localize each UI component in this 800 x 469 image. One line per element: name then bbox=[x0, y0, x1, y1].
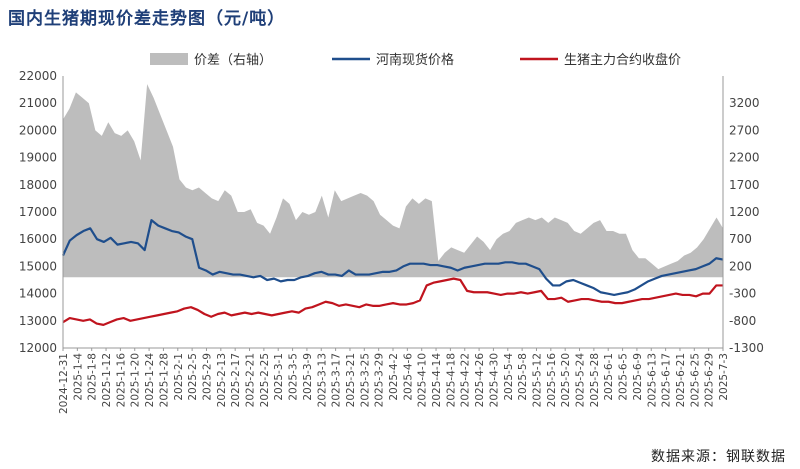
y-right-tick-label: 2200 bbox=[729, 151, 760, 165]
x-tick-label: 2025-3-5 bbox=[288, 353, 300, 401]
x-tick-label: 2024-12-31 bbox=[58, 353, 70, 414]
x-tick-label: 2025-3-17 bbox=[331, 353, 343, 407]
x-tick-label: 2025-6-25 bbox=[689, 353, 701, 407]
legend: 价差（右轴） 河南现货价格 生猪主力合约收盘价 bbox=[150, 52, 681, 68]
x-tick-label: 2025-1-20 bbox=[130, 353, 142, 407]
legend-spot: 河南现货价格 bbox=[332, 52, 454, 68]
x-tick-label: 2025-6-21 bbox=[675, 353, 687, 407]
spread-area bbox=[63, 84, 723, 278]
y-right-tick-label: 200 bbox=[729, 259, 752, 273]
x-tick-label: 2025-3-9 bbox=[302, 353, 314, 401]
y-left-tick-label: 21000 bbox=[19, 96, 57, 110]
x-tick-label: 2025-5-24 bbox=[575, 353, 587, 408]
x-tick-label: 2025-3-21 bbox=[345, 353, 357, 407]
y-left-tick-label: 14000 bbox=[19, 287, 57, 301]
x-tick-label: 2025-1-12 bbox=[101, 353, 113, 407]
y-left-tick-label: 22000 bbox=[19, 69, 57, 83]
x-tick-label: 2025-4-6 bbox=[402, 353, 414, 401]
x-tick-label: 2025-5-8 bbox=[517, 353, 529, 401]
axes: 12000 13000 14000 15000 16000 17000 18000 19000… bbox=[19, 69, 764, 414]
legend-swatch bbox=[150, 53, 188, 65]
x-tick-label: 2025-1-28 bbox=[158, 353, 170, 407]
y-right-tick-label: 1700 bbox=[729, 178, 760, 192]
legend-spread: 价差（右轴） bbox=[150, 53, 272, 68]
x-tick-label: 2025-3-1 bbox=[273, 353, 285, 401]
futures-price-line bbox=[62, 277, 723, 326]
chart-title: 国内生猪期现价差走势图（元/吨） bbox=[8, 9, 286, 29]
x-tick-label: 2025-4-14 bbox=[431, 353, 443, 408]
x-tick-label: 2025-4-2 bbox=[388, 353, 400, 401]
x-tick-label: 2025-4-26 bbox=[474, 353, 486, 408]
x-tick-label: 2025-5-4 bbox=[503, 353, 515, 401]
x-tick-label: 2025-3-13 bbox=[316, 353, 328, 407]
x-tick-label: 2025-4-10 bbox=[417, 353, 429, 407]
plot-area bbox=[61, 84, 724, 326]
x-tick-label: 2025-5-12 bbox=[531, 353, 543, 407]
x-tick-label: 2025-2-17 bbox=[230, 353, 242, 407]
x-tick-label: 2025-3-25 bbox=[359, 353, 371, 407]
x-tick-label: 2025-1-4 bbox=[72, 353, 84, 401]
x-tick-label: 2025-5-16 bbox=[546, 353, 558, 408]
y-left-tick-label: 16000 bbox=[19, 232, 57, 246]
x-tick-label: 2025-2-25 bbox=[259, 353, 271, 407]
y-left-tick-label: 18000 bbox=[19, 178, 57, 192]
x-tick-label: 2025-6-9 bbox=[632, 353, 644, 401]
y-right-tick-label: -300 bbox=[729, 287, 756, 301]
y-left-tick-label: 13000 bbox=[19, 314, 57, 328]
x-tick-label: 2025-2-1 bbox=[173, 353, 185, 401]
x-tick-label: 2025-4-30 bbox=[488, 353, 500, 407]
x-tick-label: 2025-4-18 bbox=[445, 353, 457, 407]
x-tick-label: 2025-6-13 bbox=[646, 353, 658, 407]
y-right-tick-label: 1200 bbox=[729, 205, 760, 219]
y-right-tick-label: 2700 bbox=[729, 123, 760, 137]
x-tick-label: 2025-2-21 bbox=[245, 353, 257, 407]
y-right-tick-label: 700 bbox=[729, 232, 752, 246]
y-left-tick-label: 15000 bbox=[19, 259, 57, 273]
x-tick-label: 2025-7-3 bbox=[718, 353, 730, 401]
x-tick-label: 2025-5-20 bbox=[560, 353, 572, 407]
x-tick-label: 2025-6-17 bbox=[661, 353, 673, 407]
x-tick-label: 2025-5-28 bbox=[589, 353, 601, 407]
x-tick-label: 2025-1-24 bbox=[144, 353, 156, 408]
x-tick-label: 2025-1-8 bbox=[87, 353, 99, 401]
x-tick-label: 2025-6-5 bbox=[618, 353, 630, 401]
x-tick-label: 2025-3-29 bbox=[374, 353, 386, 407]
legend-label: 河南现货价格 bbox=[376, 52, 454, 68]
x-tick-label: 2025-2-9 bbox=[201, 353, 213, 401]
y-right-tick-label: 3200 bbox=[729, 96, 760, 110]
data-source: 数据来源：钢联数据 bbox=[651, 449, 786, 465]
x-tick-label: 2025-1-16 bbox=[115, 353, 127, 408]
x-tick-label: 2025-6-1 bbox=[603, 353, 615, 401]
legend-label: 价差（右轴） bbox=[194, 53, 272, 68]
x-tick-label: 2025-6-29 bbox=[704, 353, 716, 407]
x-tick-label: 2025-4-22 bbox=[460, 353, 472, 407]
y-left-tick-label: 12000 bbox=[19, 341, 57, 355]
y-left-tick-label: 17000 bbox=[19, 205, 57, 219]
legend-label: 生猪主力合约收盘价 bbox=[564, 52, 681, 68]
x-tick-label: 2025-2-5 bbox=[187, 353, 199, 401]
y-right-tick-label: -1300 bbox=[729, 341, 764, 355]
y-right-tick-label: -800 bbox=[729, 314, 756, 328]
spot-price-line bbox=[61, 219, 724, 297]
legend-futures: 生猪主力合约收盘价 bbox=[520, 52, 681, 68]
x-tick-label: 2025-2-13 bbox=[216, 353, 228, 407]
y-left-tick-label: 19000 bbox=[19, 151, 57, 165]
y-left-tick-label: 20000 bbox=[19, 123, 57, 137]
